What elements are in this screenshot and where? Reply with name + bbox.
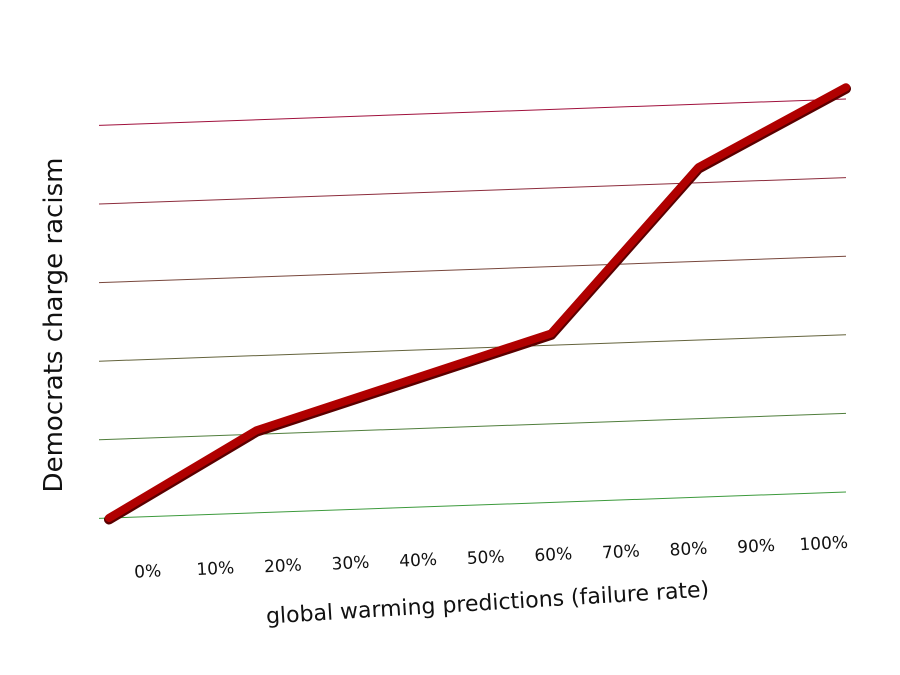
- x-tick-label: 90%: [737, 536, 776, 558]
- x-tick-label: 20%: [264, 555, 303, 577]
- gridline: [98, 255, 847, 284]
- x-tick-labels: 0% 10% 20% 30% 40% 50% 60% 70% 80% 90% 100%: [134, 533, 849, 583]
- series-line: [105, 83, 850, 522]
- x-tick-label: 70%: [602, 541, 641, 563]
- x-axis-title: global warming predictions (failure rate…: [265, 577, 710, 629]
- gridline: [98, 491, 847, 519]
- gridline: [98, 177, 847, 205]
- x-tick-label: 40%: [399, 550, 438, 572]
- x-tick-label: 50%: [466, 547, 505, 569]
- gridline: [98, 98, 847, 126]
- gridline: [98, 334, 847, 362]
- x-tick-label: 10%: [196, 558, 235, 580]
- y-axis-title: Democrats charge racism: [39, 158, 69, 493]
- x-tick-label: 80%: [669, 539, 708, 561]
- x-tick-label: 60%: [534, 544, 573, 566]
- x-tick-label: 30%: [331, 553, 370, 575]
- gridline: [98, 412, 847, 441]
- gridlines: [98, 98, 847, 519]
- x-tick-label: 100%: [799, 533, 849, 556]
- x-tick-label: 0%: [134, 561, 162, 582]
- series-group: [104, 83, 851, 525]
